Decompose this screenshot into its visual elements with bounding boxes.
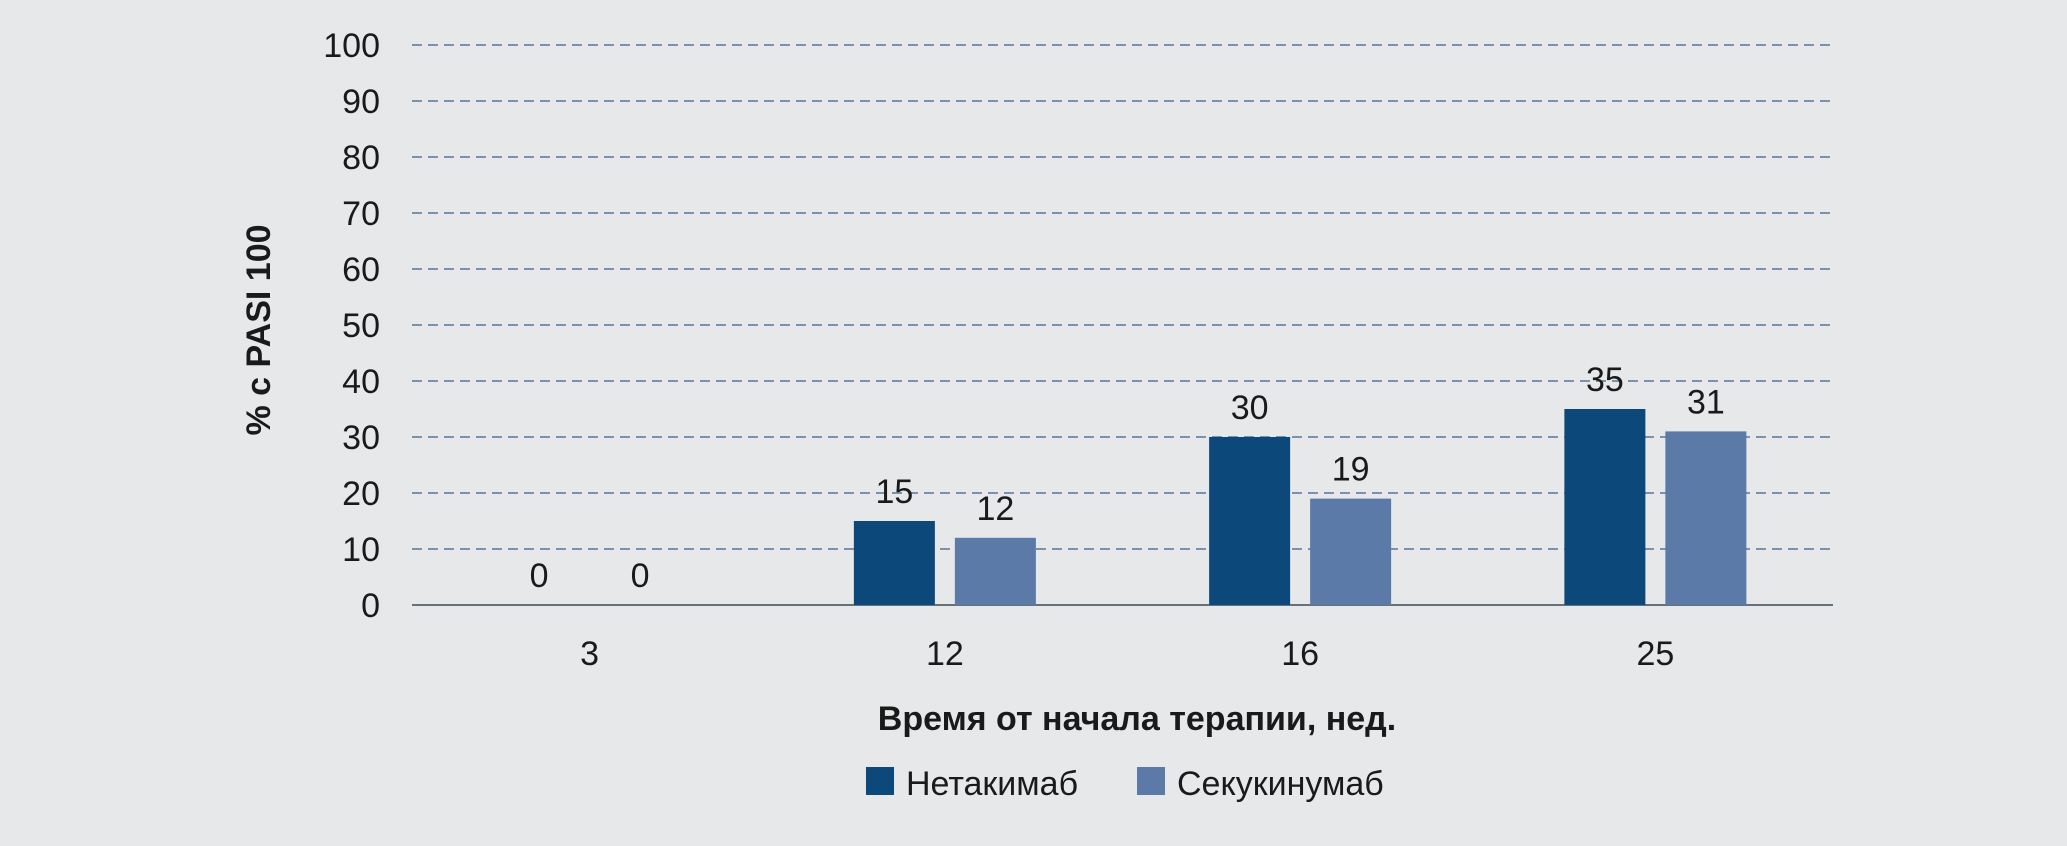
legend-swatch-secukinumab [1137,767,1165,795]
y-tick-label: 20 [342,475,380,513]
y-tick-label: 10 [342,531,380,569]
x-tick-label: 25 [1636,635,1674,673]
data-label: 35 [1586,361,1624,399]
y-tick-label: 40 [342,363,380,401]
y-tick-label: 0 [361,587,380,625]
y-tick-label: 80 [342,139,380,177]
x-tick-label: 16 [1281,635,1319,673]
bar [954,537,1036,605]
data-label: 19 [1332,451,1370,489]
y-tick-label: 50 [342,307,380,345]
bar [1310,498,1392,605]
x-axis-ticks: 3 12 16 25 [580,635,1674,673]
data-label: 12 [976,490,1014,528]
y-tick-label: 30 [342,419,380,457]
bar [1564,409,1646,605]
data-label: 0 [631,557,650,595]
legend: Нетакимаб Секукинумаб [866,765,1384,803]
x-axis-title: Время от начала терапии, нед. [878,700,1396,738]
bars [853,409,1747,605]
y-axis-title: % с PASI 100 [240,224,278,435]
y-tick-label: 90 [342,83,380,121]
legend-label-netakimab: Нетакимаб [906,765,1078,803]
bar [853,521,935,605]
bar [1209,437,1291,605]
x-tick-label: 12 [926,635,964,673]
data-label: 0 [530,557,549,595]
data-label: 31 [1687,383,1725,421]
y-tick-label: 60 [342,251,380,289]
bar [1665,431,1747,605]
legend-label-secukinumab: Секукинумаб [1177,765,1384,803]
y-tick-label: 100 [323,27,380,65]
legend-swatch-netakimab [866,767,894,795]
data-label: 15 [875,473,913,511]
data-labels: 0 0 15 12 30 19 35 31 [530,361,1725,595]
x-tick-label: 3 [580,635,599,673]
data-label: 30 [1231,389,1269,427]
y-axis-ticks: 0 10 20 30 40 50 60 70 80 90 100 [323,27,380,625]
y-tick-label: 70 [342,195,380,233]
